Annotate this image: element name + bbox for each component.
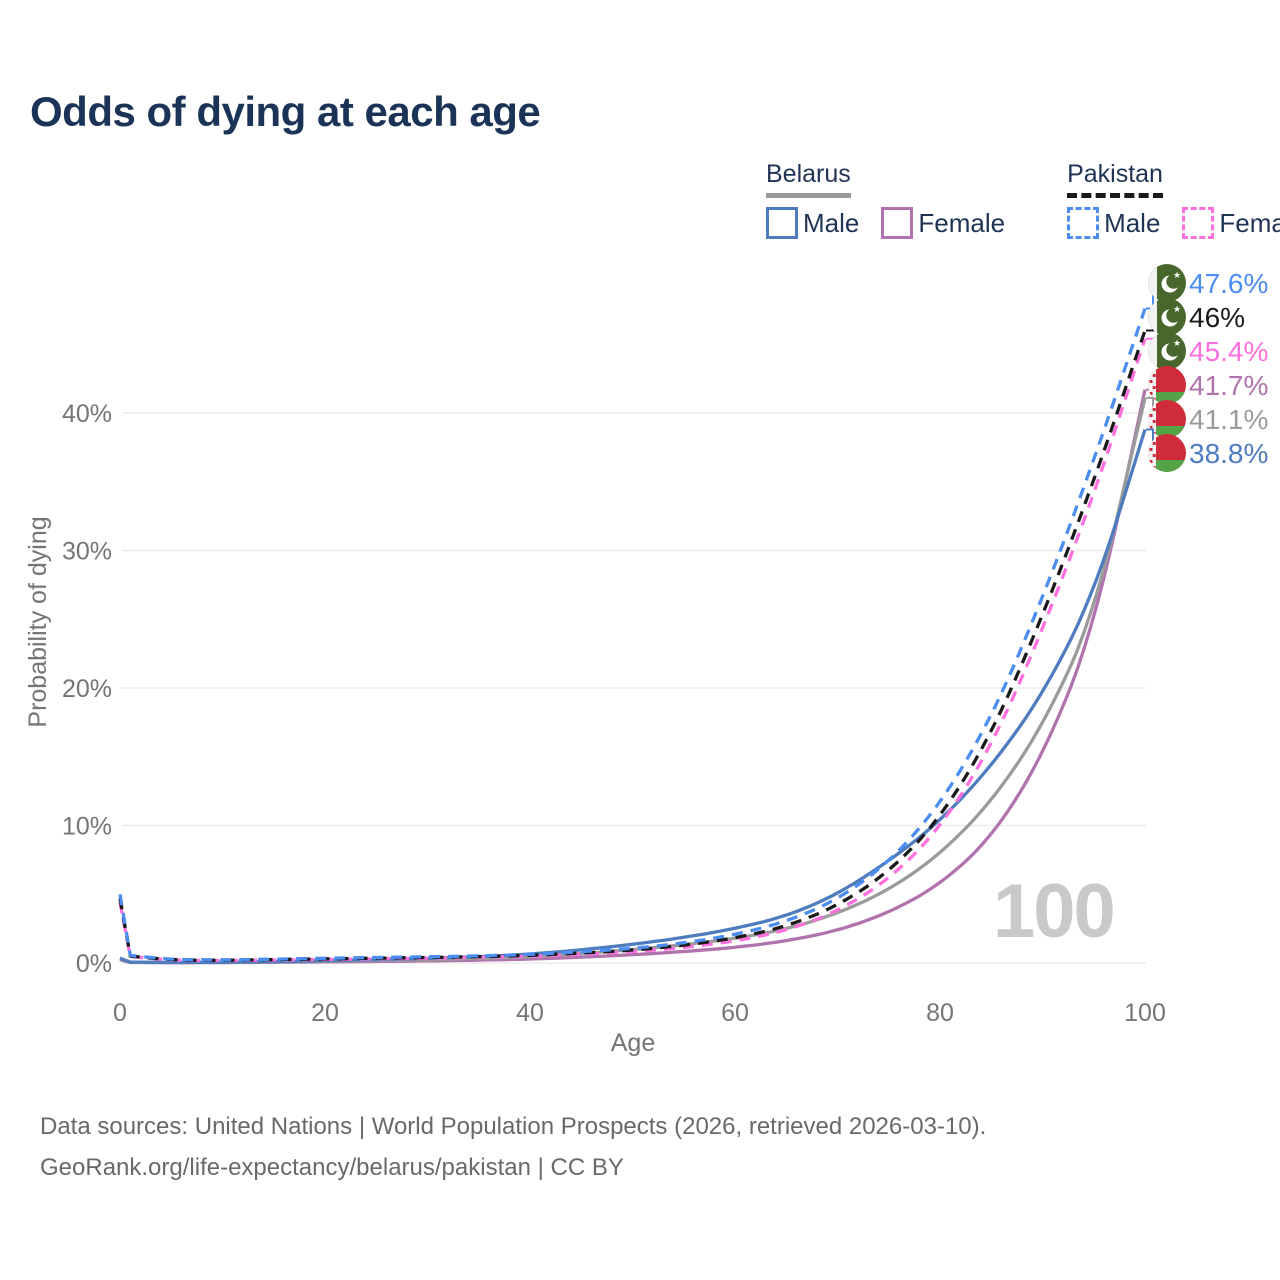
flag-ornament-dot <box>1152 420 1156 423</box>
y-tick-20%: 20% <box>62 675 112 703</box>
line-pakistan-male <box>118 307 1147 962</box>
belarus-flag-icon <box>1148 434 1186 472</box>
belarus-male-swatch-icon <box>766 207 798 239</box>
belarus-female-swatch-icon <box>881 207 914 239</box>
legend-item-pakistan-female[interactable]: Female <box>1182 207 1280 239</box>
end-label-47.6%: 47.6% <box>1189 268 1268 299</box>
flag-green-stripe <box>1148 392 1186 404</box>
pakistan-flag-shapes: ★ <box>1148 332 1186 370</box>
flag-green-stripe <box>1148 460 1186 472</box>
legend-group-belarus: Belarus Male Female <box>766 160 1005 239</box>
x-axis-title: Age <box>611 1029 655 1057</box>
footer-attribution: GeoRank.org/life-expectancy/belarus/paki… <box>40 1154 624 1181</box>
flag-ornament-dot <box>1149 392 1153 395</box>
flag-hoist-stripe <box>1148 332 1157 370</box>
flag-ornament-dot <box>1152 466 1156 469</box>
x-tick-40: 40 <box>516 999 544 1027</box>
pakistan-flag-icon: ★ <box>1148 332 1186 370</box>
flag-ornament-dot <box>1152 374 1156 377</box>
end-label-41.7%: 41.7% <box>1189 370 1268 401</box>
y-tick-40%: 40% <box>62 400 112 428</box>
pakistan-flag-icon: ★ <box>1148 264 1186 302</box>
end-label-46%: 46% <box>1189 302 1245 333</box>
flag-ornament-strip <box>1148 400 1156 438</box>
flag-star: ★ <box>1173 304 1181 314</box>
x-tick-80: 80 <box>926 999 954 1027</box>
line-pakistan-both <box>118 329 1147 962</box>
line-belarus-male <box>119 429 1147 965</box>
flag-star: ★ <box>1173 270 1181 280</box>
age-counter-watermark: 100 <box>993 869 1116 954</box>
end-label-45.4%: 45.4% <box>1189 336 1268 367</box>
flag-ornament-dot <box>1152 386 1156 389</box>
x-tick-60: 60 <box>721 999 749 1027</box>
flag-ornament-strip <box>1148 366 1156 404</box>
legend-item-belarus-male[interactable]: Male <box>766 207 859 239</box>
x-tick-100: 100 <box>1124 999 1166 1027</box>
belarus-flag-shapes <box>1148 400 1186 438</box>
flag-ornament-dot <box>1152 454 1156 457</box>
x-tick-20: 20 <box>311 999 339 1027</box>
end-label-41.1%: 41.1% <box>1189 404 1268 435</box>
flag-ornament-dot <box>1149 448 1153 451</box>
y-tick-0%: 0% <box>76 950 112 978</box>
flag-ornament-dot <box>1152 408 1156 411</box>
line-belarus-both <box>119 397 1147 965</box>
flag-ornament-dot <box>1149 414 1153 417</box>
flag-hoist-stripe <box>1148 298 1157 336</box>
y-axis-title: Probability of dying <box>24 516 52 727</box>
legend-item-belarus-female[interactable]: Female <box>881 207 1005 239</box>
pakistan-female-swatch-icon <box>1182 207 1215 239</box>
flag-ornament-dot <box>1149 368 1153 371</box>
pakistan-flag-icon: ★ <box>1148 298 1186 336</box>
flag-ornament-dot <box>1149 460 1153 463</box>
belarus-flag-icon <box>1148 400 1186 438</box>
legend-items-pakistan: Male Female <box>1067 207 1280 239</box>
legend-group-pakistan: Pakistan Male Female <box>1067 160 1280 239</box>
y-tick-30%: 30% <box>62 538 112 566</box>
crescent-inner <box>1166 342 1181 357</box>
legend-label-pakistan-female: Female <box>1219 207 1280 238</box>
footer: Data sources: United Nations | World Pop… <box>40 1106 986 1188</box>
line-belarus-female <box>119 389 1147 965</box>
legend-label-pakistan-male: Male <box>1104 207 1161 238</box>
line-pakistan-female <box>118 338 1147 963</box>
pakistan-flag-shapes: ★ <box>1148 264 1186 302</box>
flag-green-stripe <box>1148 426 1186 438</box>
legend-items-belarus: Male Female <box>766 207 1005 239</box>
legend-label-belarus-male: Male <box>803 207 860 238</box>
y-tick-10%: 10% <box>62 813 112 841</box>
crescent-inner <box>1166 274 1181 289</box>
pakistan-male-swatch-icon <box>1067 207 1100 239</box>
flag-hoist-stripe <box>1148 264 1157 302</box>
pakistan-flag-shapes: ★ <box>1148 298 1186 336</box>
legend-country-pakistan: Pakistan <box>1067 160 1163 198</box>
belarus-flag-shapes <box>1148 366 1186 404</box>
flag-ornament-dot <box>1149 380 1153 383</box>
page-title: Odds of dying at each age <box>30 88 541 135</box>
x-tick-0: 0 <box>113 999 127 1027</box>
legend: Belarus Male Female Pakistan Male Female <box>766 160 1280 239</box>
legend-label-belarus-female: Female <box>918 207 1006 238</box>
flag-ornament-dot <box>1152 442 1156 445</box>
flag-star: ★ <box>1173 338 1181 348</box>
legend-country-belarus: Belarus <box>766 160 851 198</box>
flag-ornament-strip <box>1148 434 1156 472</box>
end-label-38.8%: 38.8% <box>1189 438 1268 469</box>
flag-ornament-dot <box>1149 426 1153 429</box>
belarus-flag-icon <box>1148 366 1186 404</box>
belarus-flag-shapes <box>1148 434 1186 472</box>
footer-data-sources: Data sources: United Nations | World Pop… <box>40 1113 987 1140</box>
legend-item-pakistan-male[interactable]: Male <box>1067 207 1160 239</box>
crescent-inner <box>1166 308 1181 323</box>
